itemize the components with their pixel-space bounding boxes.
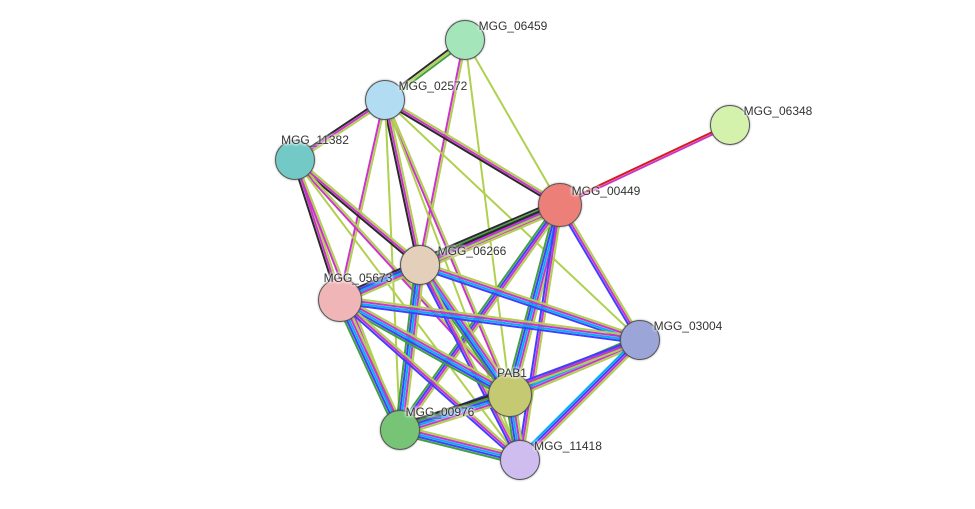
network-edge [465,40,560,205]
network-node[interactable] [488,373,532,417]
network-edge [465,40,510,395]
network-node[interactable] [500,440,540,480]
network-node[interactable] [538,183,582,227]
network-canvas: MGG_06459MGG_02572MGG_11382MGG_06348MGG_… [0,0,975,509]
network-edge [519,339,639,459]
network-node[interactable] [365,80,405,120]
network-node[interactable] [445,20,485,60]
network-node[interactable] [318,278,362,322]
network-edge [560,126,730,206]
network-edges-layer [0,0,975,509]
network-node[interactable] [275,140,315,180]
network-node[interactable] [380,410,420,450]
network-edge [421,40,466,265]
network-node[interactable] [400,245,440,285]
network-node[interactable] [620,320,660,360]
network-edge [560,124,730,204]
network-node[interactable] [710,105,750,145]
network-edge [385,100,560,205]
